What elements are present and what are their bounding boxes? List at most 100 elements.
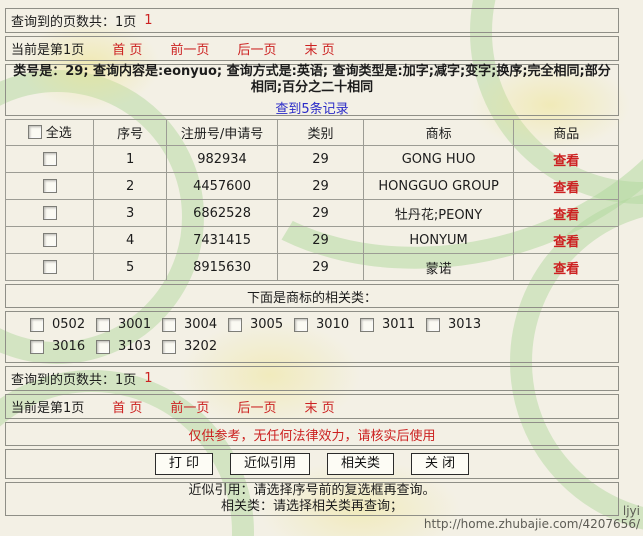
row-trademark: GONG HUO bbox=[362, 145, 515, 173]
view-product-link[interactable]: 查看 bbox=[553, 153, 580, 169]
related-class-code: 3004 bbox=[184, 317, 218, 332]
related-class-checkbox[interactable] bbox=[228, 317, 242, 332]
related-class-checkbox[interactable] bbox=[30, 317, 44, 332]
view-product-link[interactable]: 查看 bbox=[553, 261, 580, 277]
related-class-item: 3004 bbox=[162, 317, 228, 332]
row-reg-no: 8915630 bbox=[165, 253, 279, 281]
view-product-link[interactable]: 查看 bbox=[553, 234, 580, 250]
related-class-item: 3011 bbox=[360, 317, 426, 332]
table-row: 5 8915630 29 蒙诺 查看 bbox=[4, 253, 619, 281]
related-class-checkbox[interactable] bbox=[96, 339, 110, 354]
page-number-link[interactable]: 1 bbox=[144, 13, 153, 28]
pages-count-label: 查询到的页数共：1页 bbox=[11, 15, 137, 30]
prev-page-link[interactable]: 前一页 bbox=[170, 43, 210, 58]
row-trademark: 蒙诺 bbox=[362, 253, 515, 281]
row-index: 1 bbox=[93, 145, 167, 173]
related-class-item: 3202 bbox=[162, 339, 228, 354]
content-stack: 查询到的页数共：1页 1 当前是第1页 首 页 前一页 后一页 末 页 类号是：… bbox=[4, 8, 619, 516]
table-row: 2 4457600 29 HONGGUO GROUP 查看 bbox=[4, 172, 619, 200]
credit-url-text: http://home.zhubajie.com/4207656/ bbox=[423, 517, 640, 531]
related-class-item: 3005 bbox=[228, 317, 294, 332]
print-button[interactable]: 打 印 bbox=[154, 453, 213, 475]
current-page-label: 当前是第1页 bbox=[11, 43, 85, 58]
related-class-item: 3001 bbox=[96, 317, 162, 332]
related-classes-title: 下面是商标的相关类： bbox=[246, 290, 377, 306]
pages-count-bar-bottom: 查询到的页数共：1页 1 bbox=[5, 366, 619, 391]
related-class-checkbox[interactable] bbox=[426, 317, 440, 332]
next-page-link[interactable]: 后一页 bbox=[237, 43, 277, 58]
related-class-code: 3005 bbox=[250, 317, 284, 332]
page-number-link[interactable]: 1 bbox=[144, 371, 153, 386]
table-row: 3 6862528 29 牡丹花;PEONY 查看 bbox=[4, 199, 619, 227]
row-checkbox[interactable] bbox=[42, 260, 57, 274]
related-class-checkbox[interactable] bbox=[30, 339, 44, 354]
pages-count-label: 查询到的页数共：1页 bbox=[11, 373, 137, 388]
col-header-class: 类别 bbox=[277, 119, 364, 146]
disclaimer-text: 仅供参考，无任何法律效力，请核实后使用 bbox=[188, 428, 436, 444]
related-class-item: 0502 bbox=[30, 317, 96, 332]
row-checkbox[interactable] bbox=[42, 233, 57, 247]
credit-name-text: ljyi bbox=[622, 504, 640, 518]
row-class: 29 bbox=[277, 199, 364, 227]
select-all-checkbox[interactable] bbox=[27, 124, 42, 139]
row-index: 3 bbox=[93, 199, 167, 227]
records-found-link[interactable]: 查到5条记录 bbox=[275, 101, 349, 117]
related-class-checkbox[interactable] bbox=[162, 317, 176, 332]
row-index: 2 bbox=[93, 172, 167, 200]
prev-page-link[interactable]: 前一页 bbox=[170, 401, 210, 416]
related-class-code: 3013 bbox=[448, 317, 482, 332]
row-reg-no: 7431415 bbox=[165, 226, 279, 254]
related-class-item: 3016 bbox=[30, 339, 96, 354]
note-related-class: 相关类：请选择相关类再查询； bbox=[220, 499, 403, 514]
row-checkbox[interactable] bbox=[42, 179, 57, 193]
row-checkbox[interactable] bbox=[42, 206, 57, 220]
pages-count-bar-top: 查询到的页数共：1页 1 bbox=[5, 8, 619, 33]
last-page-link[interactable]: 末 页 bbox=[304, 401, 335, 416]
query-summary-box: 类号是：29; 查询内容是:eonyuo; 查询方式是:英语; 查询类型是:加字… bbox=[5, 63, 619, 117]
related-class-code: 3001 bbox=[118, 317, 152, 332]
pagination-bar-bottom: 当前是第1页 首 页 前一页 后一页 末 页 bbox=[5, 394, 619, 419]
related-class-code: 3202 bbox=[184, 339, 218, 354]
view-product-link[interactable]: 查看 bbox=[553, 207, 580, 223]
row-trademark: 牡丹花;PEONY bbox=[362, 199, 515, 227]
related-class-checkbox[interactable] bbox=[360, 317, 374, 332]
action-buttons-bar: 打 印 近似引用 相关类 关 闭 bbox=[5, 449, 619, 479]
related-class-checkbox[interactable] bbox=[96, 317, 110, 332]
note-similar-citation: 近似引用：请选择序号前的复选框再查询。 bbox=[188, 483, 436, 498]
row-trademark: HONGGUO GROUP bbox=[362, 172, 515, 200]
query-summary-text: 类号是：29; 查询内容是:eonyuo; 查询方式是:英语; 查询类型是:加字… bbox=[13, 63, 611, 95]
col-header-index: 序号 bbox=[93, 119, 167, 146]
related-class-code: 0502 bbox=[52, 317, 86, 332]
results-header-row: 全选 序号 注册号/申请号 类别 商标 商品 bbox=[4, 119, 619, 146]
row-index: 4 bbox=[93, 226, 167, 254]
row-class: 29 bbox=[277, 226, 364, 254]
results-table: 全选 序号 注册号/申请号 类别 商标 商品 1 982934 29 GONG … bbox=[4, 119, 619, 281]
related-class-item: 3013 bbox=[426, 317, 492, 332]
related-class-button[interactable]: 相关类 bbox=[327, 453, 395, 475]
related-class-checkbox[interactable] bbox=[294, 317, 308, 332]
col-header-product: 商品 bbox=[513, 119, 619, 146]
select-all-cell: 全选 bbox=[4, 119, 95, 146]
disclaimer-bar: 仅供参考，无任何法律效力，请核实后使用 bbox=[5, 422, 619, 446]
related-class-item: 3010 bbox=[294, 317, 360, 332]
related-class-checkbox[interactable] bbox=[162, 339, 176, 354]
first-page-link[interactable]: 首 页 bbox=[112, 401, 143, 416]
row-trademark: HONYUM bbox=[362, 226, 515, 254]
next-page-link[interactable]: 后一页 bbox=[237, 401, 277, 416]
usage-notes-box: 近似引用：请选择序号前的复选框再查询。 相关类：请选择相关类再查询； bbox=[5, 482, 619, 516]
related-class-code: 3011 bbox=[382, 317, 416, 332]
similar-citation-button[interactable]: 近似引用 bbox=[229, 453, 310, 475]
table-row: 4 7431415 29 HONYUM 查看 bbox=[4, 226, 619, 254]
last-page-link[interactable]: 末 页 bbox=[304, 43, 335, 58]
current-page-label: 当前是第1页 bbox=[11, 401, 85, 416]
row-reg-no: 4457600 bbox=[165, 172, 279, 200]
first-page-link[interactable]: 首 页 bbox=[112, 43, 143, 58]
row-reg-no: 982934 bbox=[165, 145, 279, 173]
view-product-link[interactable]: 查看 bbox=[553, 180, 580, 196]
related-class-code: 3103 bbox=[118, 339, 152, 354]
row-checkbox[interactable] bbox=[42, 152, 57, 166]
row-class: 29 bbox=[277, 253, 364, 281]
row-class: 29 bbox=[277, 172, 364, 200]
close-button[interactable]: 关 闭 bbox=[411, 453, 470, 475]
